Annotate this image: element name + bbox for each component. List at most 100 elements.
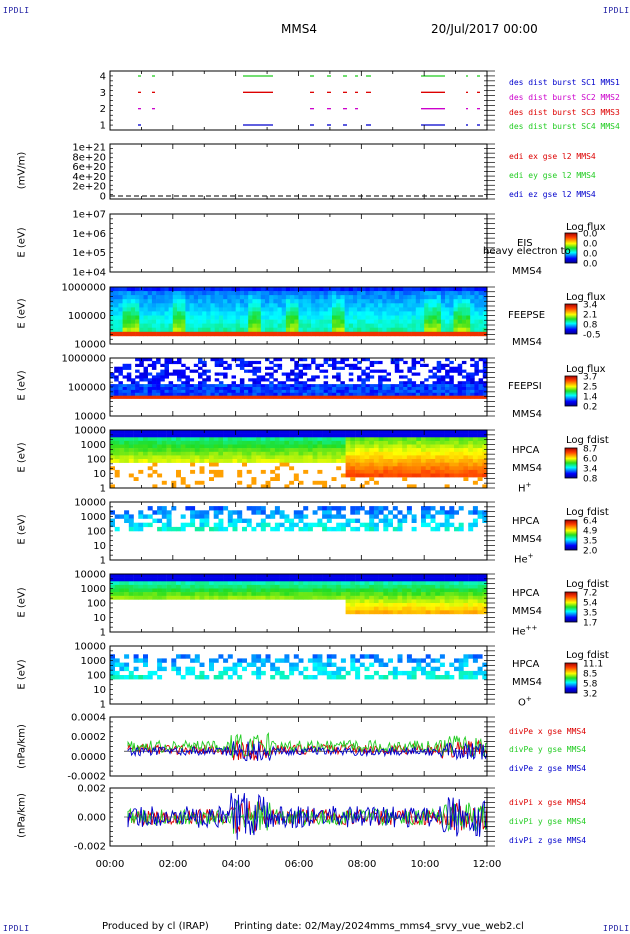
hpca-hepp-spectrogram-cell (213, 577, 219, 582)
hpca-h-spectrogram-cell (397, 444, 403, 449)
hpca-hepp-spectrogram-cell (359, 592, 365, 596)
hpca-hepp-spectrogram-cell (256, 588, 262, 593)
hpca-hepp-spectrogram-cell (402, 577, 408, 582)
hpca-hepp-spectrogram-cell (289, 588, 295, 593)
feepsi-spectrogram-cell (122, 384, 128, 388)
feepse-spectrogram-cell (214, 315, 220, 320)
hpca-he-spectrogram-cell (350, 510, 356, 515)
feepse-spectrogram-cell (424, 295, 429, 300)
hpca-h-instrument-label: HPCA (512, 445, 540, 456)
feepsi-spectrogram-cell (461, 395, 467, 399)
feepsi-spectrogram-cell (344, 384, 350, 388)
feepse-spectrogram-cell (482, 319, 488, 324)
feepse-spectrogram-cell (218, 307, 224, 312)
feepse-spectrogram-cell (424, 331, 429, 337)
feepsi-spectrogram-cell (248, 387, 253, 391)
legend-divpi-z: divPi z gse MMS4 (509, 836, 587, 845)
hpca-hepp-spectrogram-cell (180, 588, 186, 593)
feepse-spectrogram-cell (244, 287, 249, 292)
hpca-hepp-spectrogram-cell (190, 584, 196, 589)
hpca-hepp-spectrogram-cell (449, 599, 455, 604)
hpca-o-spectrogram-cell (289, 662, 295, 667)
feepse-spectrogram-cell (143, 291, 148, 296)
hpca-hepp-spectrogram-cell (232, 584, 238, 589)
feepse-spectrogram-cell (252, 307, 257, 312)
hpca-h-spectrogram-cell (194, 459, 200, 463)
hpca-h-spectrogram-cell (345, 444, 351, 449)
feepse-spectrogram-cell (139, 291, 144, 296)
hpca-hepp-spectrogram-cell (406, 592, 412, 596)
feepse-spectrogram-cell (160, 331, 165, 337)
feepsi-spectrogram-cell (428, 387, 433, 391)
hpca-h-spectrogram-cell (454, 469, 459, 474)
hpca-hepp-spectrogram-cell (227, 574, 233, 578)
feepse-spectrogram-cell (214, 299, 220, 304)
hpca-hepp-spectrogram-cell (307, 574, 313, 578)
feepsi-spectrogram-cell (294, 360, 299, 365)
feepse-spectrogram-cell (151, 331, 157, 337)
hpca-hepp-spectrogram-cell (147, 584, 153, 589)
hpca-h-spectrogram-cell (114, 440, 120, 445)
hpca-h-spectrogram-cell (482, 484, 488, 489)
feepse-spectrogram-cell (306, 307, 312, 312)
hpca-hepp-spectrogram-cell (463, 574, 469, 578)
feepse-spectrogram-cell (118, 319, 123, 324)
feepsi-spectrogram-cell (394, 366, 400, 370)
hpca-h-spectrogram-cell (463, 448, 469, 452)
hpca-hepp-spectrogram-cell (152, 581, 158, 586)
feepse-spectrogram-cell (294, 331, 299, 337)
hpca-he-spectrogram-cell (350, 518, 356, 523)
hpca-he-spectrogram-cell (383, 506, 389, 511)
hpca-h-spectrogram-cell (161, 444, 167, 449)
hpca-h-spectrogram-cell (340, 451, 346, 456)
corner-mark-top-right: IPDLI (603, 6, 630, 15)
hpca-hepp-spectrogram-cell (119, 595, 125, 600)
hpca-o-spectrogram-cell (421, 666, 426, 672)
feepsi-spectrogram-cell (399, 384, 404, 388)
hpca-h-spectrogram-cell (392, 440, 398, 445)
hpca-h-spectrogram-cell (293, 433, 299, 438)
hpca-hepp-spectrogram-cell (477, 592, 483, 596)
feepsi-spectrogram-cell (382, 378, 387, 382)
hpca-o-spectrogram-cell (110, 654, 115, 659)
hpca-hepp-spectrogram-cell (204, 588, 210, 593)
hpca-h-spectrogram-cell (289, 444, 295, 449)
feepse-spectrogram-cell (139, 327, 144, 333)
feepsi-spectrogram-cell (311, 384, 316, 388)
hpca-h-spectrogram-cell (303, 455, 309, 460)
hpca-h-spectrogram-cell (336, 466, 342, 471)
hpca-hepp-spectrogram-cell (369, 603, 375, 607)
hpca-hepp-spectrogram-cell (209, 574, 214, 578)
hpca-h-spectrogram-cell (260, 444, 266, 449)
feepsi-spectrogram-cell (164, 366, 169, 370)
hpca-o-spectrogram-cell (303, 666, 309, 672)
feepse-spectrogram-cell (311, 303, 316, 308)
hpca-h-spectrogram-cell (274, 448, 280, 452)
hpca-h-spectrogram-cell (265, 437, 271, 442)
feepse-spectrogram-cell (415, 315, 421, 320)
hpca-h-spectrogram-cell (124, 440, 130, 445)
feepsi-spectrogram-cell (223, 392, 228, 396)
hpca-o-spectrogram-cell (209, 662, 214, 667)
feepse-spectrogram-cell (344, 299, 350, 304)
hpca-he-spectrogram-cell (331, 514, 337, 519)
feepse-spectrogram-cell (340, 287, 345, 292)
hpca-hepp-spectrogram-cell (350, 595, 356, 600)
hpca-hepp-spectrogram-cell (388, 574, 393, 578)
hpca-h-spectrogram-cell (373, 440, 379, 445)
feepse-spectrogram-cell (382, 303, 387, 308)
hpca-he-spectrogram-cell (298, 514, 304, 519)
feepse-spectrogram-cell (223, 315, 228, 320)
feepse-spectrogram-cell (361, 307, 366, 312)
y-tick-label: 4 (100, 72, 106, 83)
feepse-spectrogram-cell (210, 311, 215, 316)
hpca-hepp-spectrogram-cell (350, 577, 356, 582)
feepse-spectrogram-cell (470, 315, 475, 320)
feepse-spectrogram-cell (285, 319, 291, 324)
hpca-h-spectrogram-cell (350, 473, 356, 478)
feepsi-spectrogram-cell (311, 389, 316, 394)
hpca-h-spectrogram-cell (298, 440, 304, 445)
feepse-spectrogram-cell (461, 327, 467, 333)
feepse-spectrogram-cell (361, 311, 366, 316)
feepse-spectrogram-cell (298, 299, 303, 304)
